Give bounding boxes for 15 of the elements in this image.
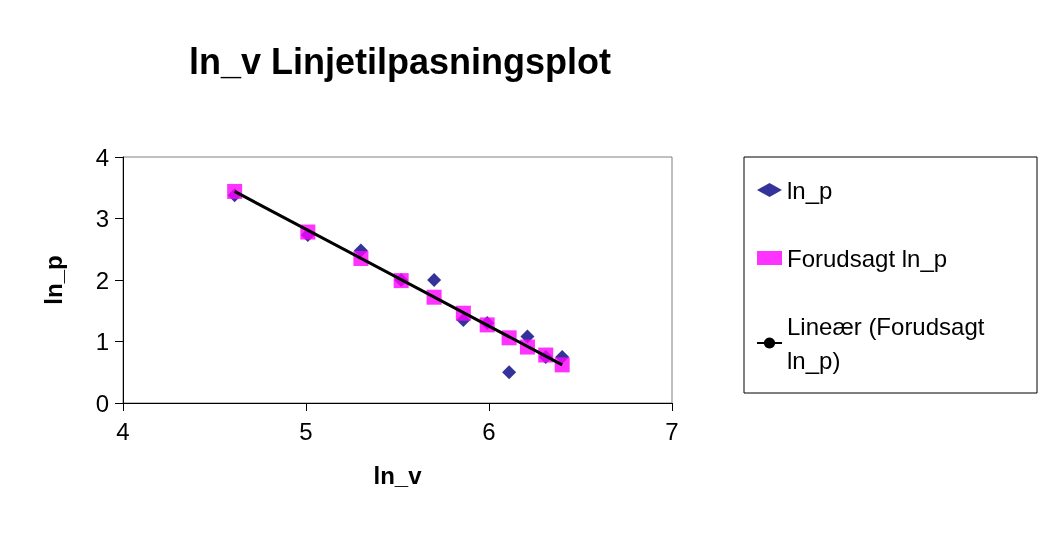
x-tick-label: 4 <box>116 417 130 445</box>
y-tick-label: 1 <box>95 328 109 355</box>
y-tick-label: 2 <box>95 266 109 294</box>
chart-title: ln_v Linjetilpasningsplot <box>188 40 612 82</box>
x-axis-title: ln_v <box>373 461 423 489</box>
legend-label: ln_p <box>787 176 833 204</box>
y-tick-label: 4 <box>95 143 109 171</box>
y-tick-label: 0 <box>95 389 109 417</box>
x-tick-label: 5 <box>299 417 313 445</box>
x-tick-label: 7 <box>665 417 679 445</box>
y-tick-label: 3 <box>95 205 109 232</box>
x-tick-label: 6 <box>482 417 496 445</box>
legend-label: Forudsagt ln_p <box>787 244 948 272</box>
y-axis-title: ln_p <box>39 255 67 305</box>
legend-label: Lineær (Forudsagt ln_p) <box>787 312 992 374</box>
